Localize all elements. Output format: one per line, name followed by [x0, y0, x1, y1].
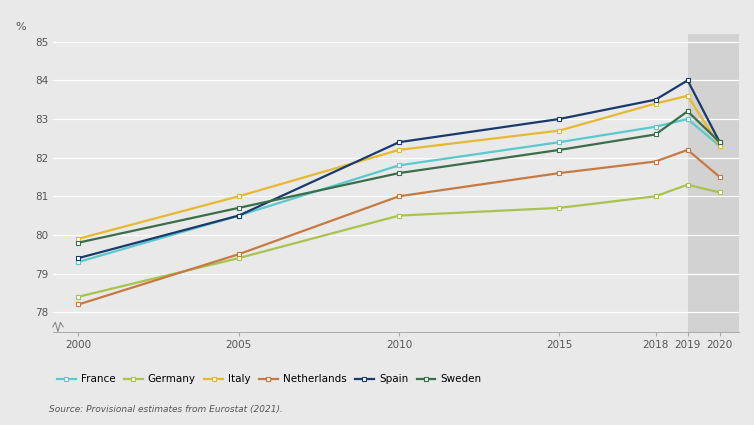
Italy [715, 144, 724, 149]
Spain [683, 78, 692, 83]
Spain [651, 97, 660, 102]
Spain [234, 213, 244, 218]
Spain [74, 255, 83, 261]
Sweden [715, 140, 724, 145]
Germany [651, 194, 660, 199]
France [651, 124, 660, 129]
Netherlands [74, 302, 83, 307]
Sweden [683, 109, 692, 114]
Bar [688, 34, 739, 332]
Netherlands [683, 147, 692, 153]
Sweden [234, 205, 244, 210]
Line: Germany: Germany [76, 183, 722, 299]
Italy [394, 147, 403, 153]
Line: Italy: Italy [76, 94, 722, 241]
Legend: France, Germany, Italy, Netherlands, Spain, Sweden: France, Germany, Italy, Netherlands, Spa… [53, 370, 486, 388]
Netherlands [715, 174, 724, 179]
Text: %: % [15, 22, 26, 32]
Spain [715, 140, 724, 145]
Germany [555, 205, 564, 210]
Germany [394, 213, 403, 218]
Germany [715, 190, 724, 195]
Germany [234, 255, 244, 261]
Line: Spain: Spain [76, 78, 722, 260]
Germany [74, 294, 83, 299]
Line: France: France [76, 117, 722, 264]
Netherlands [234, 252, 244, 257]
Italy [683, 93, 692, 98]
Germany [683, 182, 692, 187]
Italy [234, 194, 244, 199]
Spain [394, 140, 403, 145]
France [555, 140, 564, 145]
Netherlands [555, 170, 564, 176]
Text: Source: Provisional estimates from Eurostat (2021).: Source: Provisional estimates from Euros… [49, 405, 283, 414]
Italy [555, 128, 564, 133]
Sweden [651, 132, 660, 137]
France [234, 213, 244, 218]
Sweden [394, 170, 403, 176]
Line: Sweden: Sweden [76, 109, 722, 245]
Sweden [74, 240, 83, 245]
Spain [555, 116, 564, 122]
Sweden [555, 147, 564, 153]
Netherlands [394, 194, 403, 199]
France [715, 144, 724, 149]
Italy [651, 101, 660, 106]
Line: Netherlands: Netherlands [76, 148, 722, 306]
France [683, 116, 692, 122]
France [394, 163, 403, 168]
Netherlands [651, 159, 660, 164]
Italy [74, 236, 83, 241]
France [74, 259, 83, 264]
